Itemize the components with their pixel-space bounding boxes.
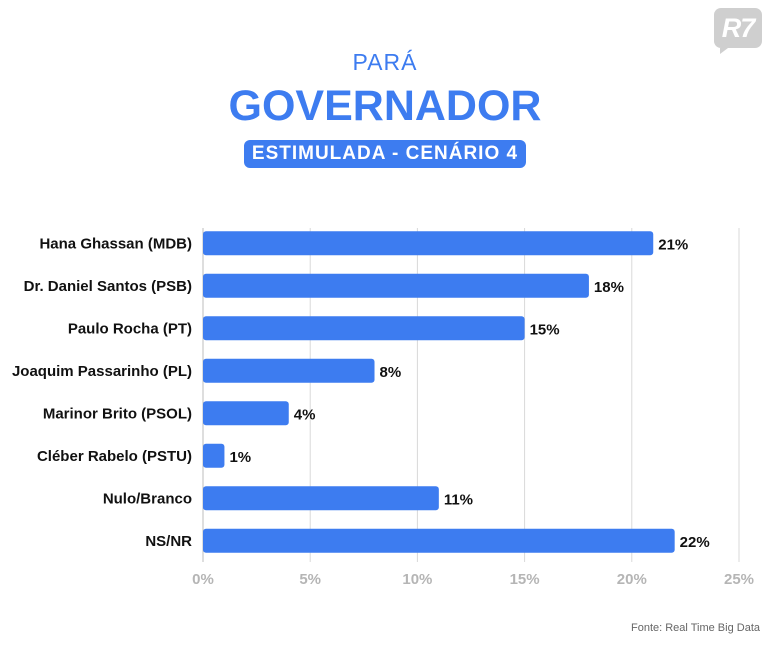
- category-label: Marinor Brito (PSOL): [43, 405, 192, 422]
- x-tick-label: 0%: [192, 571, 214, 588]
- category-label: Joaquim Passarinho (PL): [12, 363, 192, 380]
- x-tick-label: 10%: [402, 571, 432, 588]
- data-label: 18%: [594, 279, 624, 296]
- data-label: 8%: [380, 364, 402, 381]
- data-label: 11%: [444, 491, 473, 508]
- data-label: 4%: [294, 406, 316, 423]
- data-label: 15%: [530, 321, 560, 338]
- r7-logo: R7: [714, 8, 762, 54]
- x-tick-label: 5%: [299, 571, 321, 588]
- category-label: Nulo/Branco: [103, 490, 192, 507]
- subtitle-container: ESTIMULADA - CENÁRIO 4: [0, 140, 770, 168]
- data-label: 21%: [658, 236, 688, 253]
- bar: [203, 231, 654, 256]
- chart-title: GOVERNADOR: [228, 82, 542, 130]
- data-label: 1%: [229, 449, 251, 466]
- x-tick-label: 25%: [724, 571, 754, 588]
- bar: [203, 401, 289, 426]
- source-note: Fonte: Real Time Big Data: [630, 622, 760, 634]
- category-label: Paulo Rocha (PT): [68, 320, 192, 337]
- category-label: Cléber Rabelo (PSTU): [37, 448, 192, 465]
- x-tick-label: 20%: [617, 571, 647, 588]
- bar: [203, 273, 589, 298]
- bar: [203, 316, 525, 341]
- bar: [203, 528, 675, 553]
- x-tick-label: 15%: [510, 571, 540, 588]
- data-label: 22%: [680, 534, 710, 551]
- chart-kicker: PARÁ: [352, 49, 418, 75]
- category-label: Dr. Daniel Santos (PSB): [24, 278, 192, 295]
- category-label: Hana Ghassan (MDB): [39, 235, 192, 252]
- category-label: NS/NR: [145, 533, 192, 550]
- bar: [203, 486, 439, 511]
- chart-subtitle-badge: ESTIMULADA - CENÁRIO 4: [243, 140, 527, 168]
- bar: [203, 358, 375, 383]
- bar: [203, 443, 225, 468]
